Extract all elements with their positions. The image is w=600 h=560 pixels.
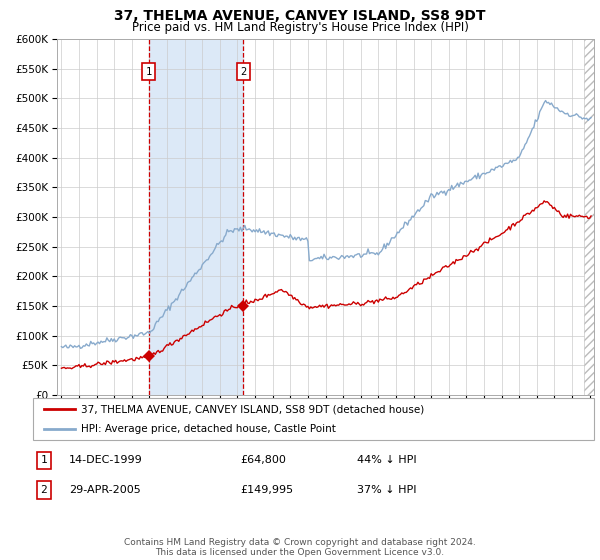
- Text: 2: 2: [40, 485, 47, 495]
- Text: £149,995: £149,995: [240, 485, 293, 495]
- Text: 1: 1: [40, 455, 47, 465]
- FancyBboxPatch shape: [33, 398, 594, 440]
- Bar: [149, 39, 243, 395]
- Text: 37, THELMA AVENUE, CANVEY ISLAND, SS8 9DT: 37, THELMA AVENUE, CANVEY ISLAND, SS8 9D…: [114, 9, 486, 23]
- Text: 37% ↓ HPI: 37% ↓ HPI: [357, 485, 416, 495]
- Text: 14-DEC-1999: 14-DEC-1999: [69, 455, 143, 465]
- Text: 29-APR-2005: 29-APR-2005: [69, 485, 141, 495]
- Text: 1: 1: [146, 67, 152, 77]
- Text: 37, THELMA AVENUE, CANVEY ISLAND, SS8 9DT (detached house): 37, THELMA AVENUE, CANVEY ISLAND, SS8 9D…: [80, 404, 424, 414]
- Text: Price paid vs. HM Land Registry's House Price Index (HPI): Price paid vs. HM Land Registry's House …: [131, 21, 469, 34]
- Text: HPI: Average price, detached house, Castle Point: HPI: Average price, detached house, Cast…: [80, 424, 335, 434]
- Text: £64,800: £64,800: [240, 455, 286, 465]
- Text: Contains HM Land Registry data © Crown copyright and database right 2024.
This d: Contains HM Land Registry data © Crown c…: [124, 538, 476, 557]
- Text: 44% ↓ HPI: 44% ↓ HPI: [357, 455, 416, 465]
- Text: 2: 2: [240, 67, 247, 77]
